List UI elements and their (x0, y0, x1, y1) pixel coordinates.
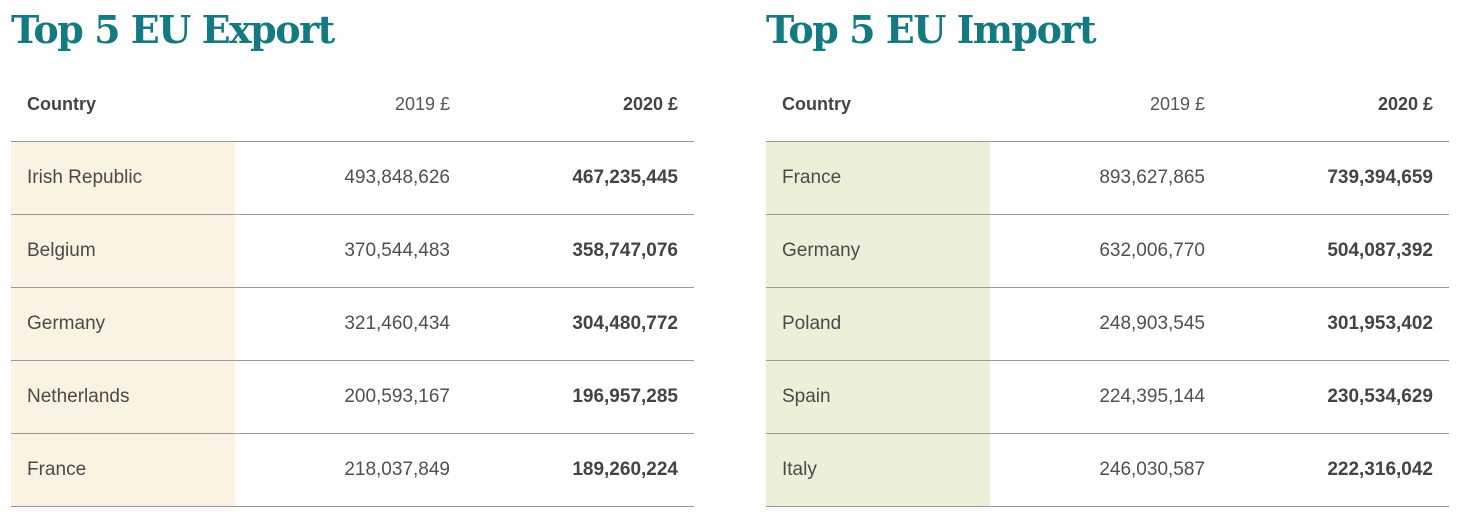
value-2019-cell: 200,593,167 (235, 360, 466, 434)
value-2019-cell: 632,006,770 (990, 214, 1221, 288)
value-2020-cell: 467,235,445 (466, 141, 694, 215)
table-row: France 893,627,865 739,394,659 (766, 141, 1449, 215)
table-row: Germany 632,006,770 504,087,392 (766, 214, 1449, 288)
export-header-row: Country 2019 £ 2020 £ (11, 68, 694, 142)
country-cell: Spain (766, 360, 990, 434)
import-table: Country 2019 £ 2020 £ France 893,627,865… (766, 68, 1449, 507)
country-cell: Italy (766, 433, 990, 507)
table-row: Netherlands 200,593,167 196,957,285 (11, 360, 694, 434)
country-cell: Germany (11, 287, 235, 361)
table-row: Germany 321,460,434 304,480,772 (11, 287, 694, 361)
value-2020-cell: 739,394,659 (1221, 141, 1449, 215)
country-cell: Irish Republic (11, 141, 235, 215)
value-2020-cell: 230,534,629 (1221, 360, 1449, 434)
value-2020-cell: 304,480,772 (466, 287, 694, 361)
value-2020-cell: 189,260,224 (466, 433, 694, 507)
column-header-country: Country (766, 68, 990, 142)
country-cell: Germany (766, 214, 990, 288)
country-cell: France (766, 141, 990, 215)
value-2019-cell: 246,030,587 (990, 433, 1221, 507)
table-row: Poland 248,903,545 301,953,402 (766, 287, 1449, 361)
value-2019-cell: 893,627,865 (990, 141, 1221, 215)
export-title: Top 5 EU Export (11, 7, 335, 52)
value-2019-cell: 321,460,434 (235, 287, 466, 361)
value-2019-cell: 248,903,545 (990, 287, 1221, 361)
value-2019-cell: 370,544,483 (235, 214, 466, 288)
table-row: Spain 224,395,144 230,534,629 (766, 360, 1449, 434)
value-2019-cell: 224,395,144 (990, 360, 1221, 434)
table-row: Belgium 370,544,483 358,747,076 (11, 214, 694, 288)
column-header-2020: 2020 £ (466, 68, 694, 142)
value-2020-cell: 301,953,402 (1221, 287, 1449, 361)
country-cell: Poland (766, 287, 990, 361)
value-2020-cell: 358,747,076 (466, 214, 694, 288)
country-cell: France (11, 433, 235, 507)
value-2020-cell: 504,087,392 (1221, 214, 1449, 288)
table-row: France 218,037,849 189,260,224 (11, 433, 694, 507)
country-cell: Netherlands (11, 360, 235, 434)
export-table: Country 2019 £ 2020 £ Irish Republic 493… (11, 68, 694, 507)
import-title: Top 5 EU Import (766, 7, 1097, 52)
country-cell: Belgium (11, 214, 235, 288)
import-header-row: Country 2019 £ 2020 £ (766, 68, 1449, 142)
table-row: Italy 246,030,587 222,316,042 (766, 433, 1449, 507)
column-header-country: Country (11, 68, 235, 142)
value-2019-cell: 493,848,626 (235, 141, 466, 215)
value-2019-cell: 218,037,849 (235, 433, 466, 507)
column-header-2019: 2019 £ (235, 68, 466, 142)
export-panel: Top 5 EU Export Country 2019 £ 2020 £ Ir… (11, 0, 694, 507)
import-panel: Top 5 EU Import Country 2019 £ 2020 £ Fr… (766, 0, 1449, 507)
column-header-2020: 2020 £ (1221, 68, 1449, 142)
column-header-2019: 2019 £ (990, 68, 1221, 142)
value-2020-cell: 222,316,042 (1221, 433, 1449, 507)
value-2020-cell: 196,957,285 (466, 360, 694, 434)
table-row: Irish Republic 493,848,626 467,235,445 (11, 141, 694, 215)
